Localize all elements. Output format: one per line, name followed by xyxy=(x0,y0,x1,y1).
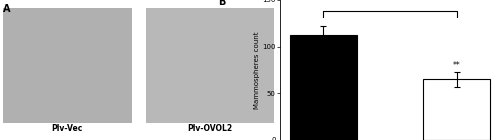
Y-axis label: Mammospheres count: Mammospheres count xyxy=(254,31,260,109)
Text: A: A xyxy=(3,4,10,14)
Bar xyxy=(3,8,132,123)
Bar xyxy=(290,35,356,140)
Text: B: B xyxy=(218,0,226,7)
Text: Plv-OVOL2: Plv-OVOL2 xyxy=(188,124,232,133)
Bar xyxy=(146,8,274,123)
Text: **: ** xyxy=(453,61,460,70)
Text: Plv-Vec: Plv-Vec xyxy=(52,124,83,133)
Bar xyxy=(424,79,490,140)
